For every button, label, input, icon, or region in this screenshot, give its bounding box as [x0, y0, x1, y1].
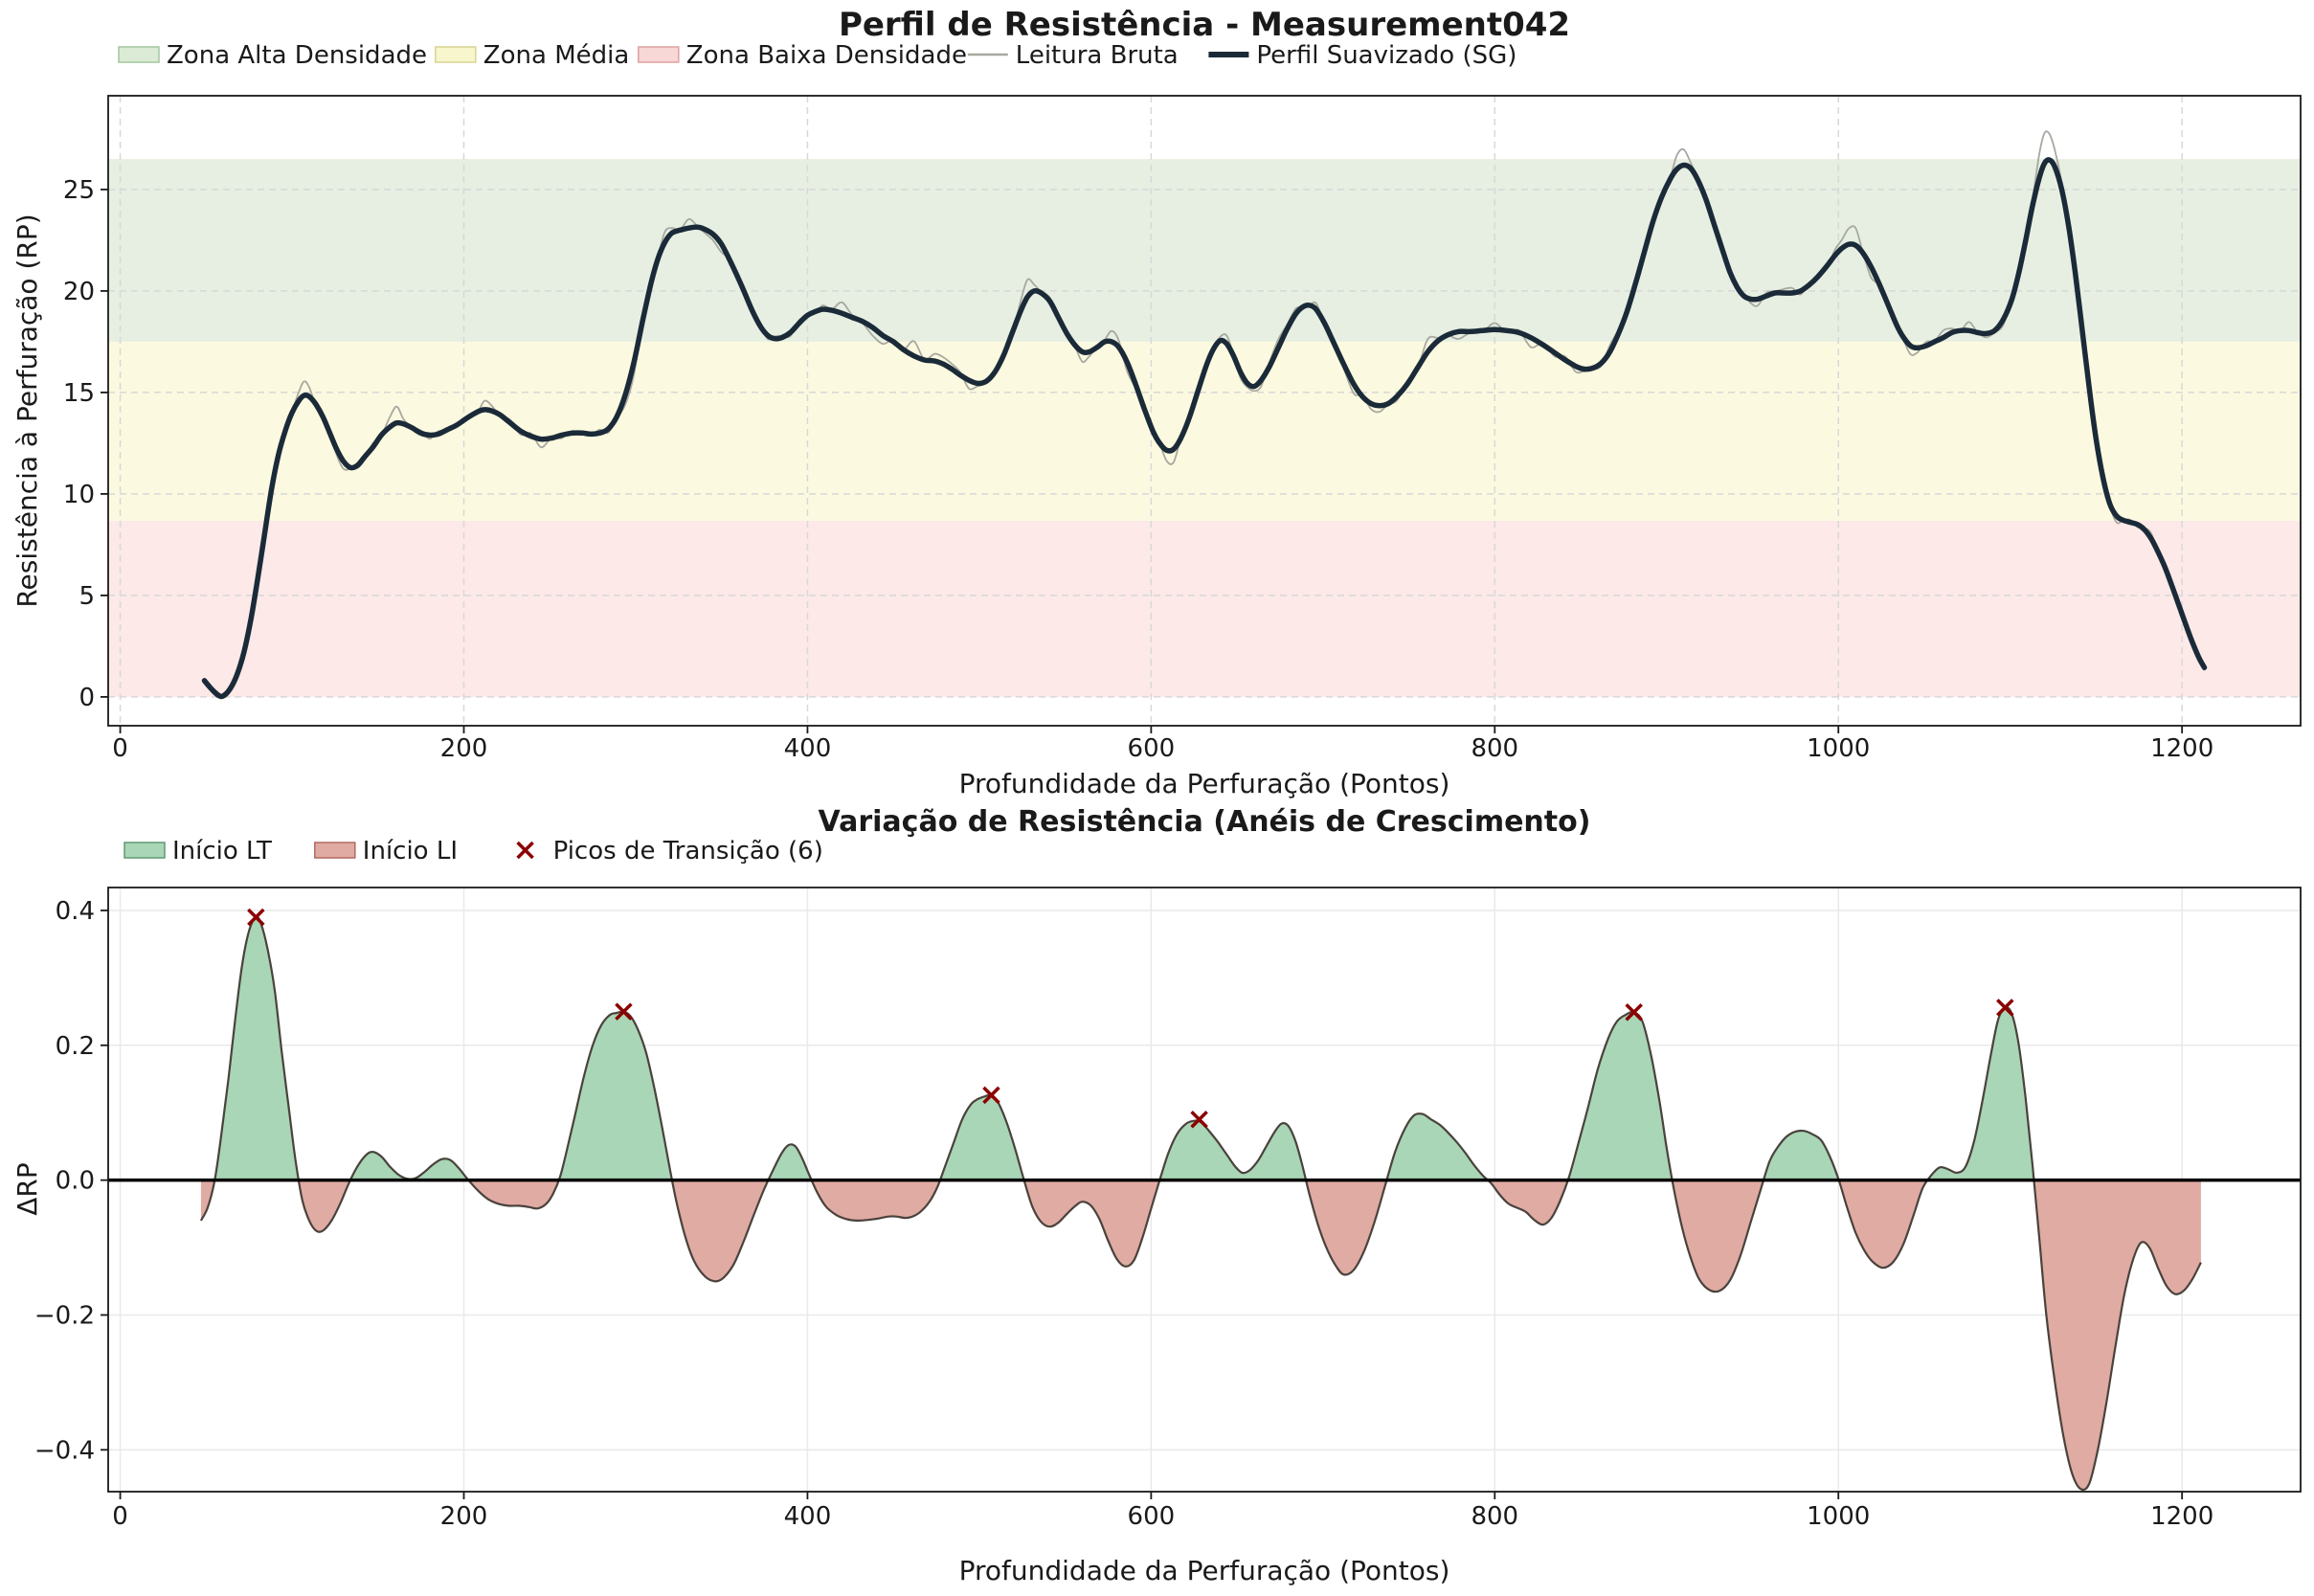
legend-item: Zona Média: [435, 41, 629, 70]
x-tick-label: 200: [440, 734, 488, 763]
smoothed-series-line: [201, 157, 2208, 700]
top-chart-axes: 0 200 400 600 800 1000 1200 0 5 10 15 20 25: [63, 95, 2302, 763]
x-tick-label: 400: [784, 1502, 832, 1531]
legend-label: Zona Alta Densidade: [167, 41, 427, 70]
legend-label: Início LI: [363, 837, 458, 865]
bottom-y-axis-title: ΔRP: [11, 1162, 43, 1216]
transition-peak-marker: [247, 908, 265, 927]
x-tick-label: 1000: [1807, 734, 1870, 763]
transition-peak-marker: [982, 1086, 1000, 1105]
legend-item: Início LT: [124, 837, 272, 865]
legend-swatch: [124, 842, 166, 859]
transition-peak-marker: [615, 1002, 633, 1021]
y-tick-label: 15: [63, 379, 95, 408]
legend-swatch: [314, 842, 356, 859]
y-tick-label: 25: [63, 176, 95, 205]
axis-spine: [107, 95, 2302, 727]
legend-item: Perfil Suavizado (SG): [1208, 41, 1516, 70]
x-tick-label: 0: [112, 734, 128, 763]
zone-band: [108, 520, 2301, 697]
axis-spine: [107, 887, 2302, 1493]
y-tick-label: 0.4: [56, 897, 95, 926]
x-tick-label: 600: [1128, 734, 1176, 763]
bottom-x-axis-title: Profundidade da Perfuração (Pontos): [959, 1555, 1450, 1586]
legend-label: Perfil Suavizado (SG): [1256, 41, 1516, 70]
y-tick-label: −0.4: [34, 1436, 95, 1465]
y-tick-label: 0.2: [56, 1032, 95, 1061]
top-chart-zone-bands: [108, 159, 2301, 697]
x-tick-label: 1200: [2150, 734, 2213, 763]
top-chart-legend: Zona Alta Densidade Zona Média Zona Baixa …: [118, 41, 1516, 70]
x-tick-label: 600: [1128, 1502, 1176, 1531]
x-tick-label: 800: [1471, 734, 1518, 763]
top-chart-gridlines: [108, 96, 2301, 726]
y-tick-label: −0.2: [34, 1301, 95, 1330]
delta-area-negative: [200, 1180, 2201, 1490]
y-tick-label: 0: [79, 684, 95, 712]
legend-swatch: [435, 46, 477, 63]
zone-band: [108, 159, 2301, 342]
y-tick-label: 0.0: [56, 1167, 95, 1196]
y-tick-label: 10: [63, 481, 95, 509]
bottom-chart-legend: Início LT Início LI Picos de Transição (6): [124, 837, 823, 865]
legend-label: Picos de Transição (6): [553, 837, 823, 865]
transition-peak-marker: [1625, 1003, 1643, 1022]
legend-item: Zona Baixa Densidade: [638, 41, 967, 70]
x-tick-label: 1200: [2150, 1502, 2213, 1531]
x-tick-label: 200: [440, 1502, 488, 1531]
y-tick-label: 20: [63, 278, 95, 306]
legend-item: Picos de Transição (6): [516, 837, 823, 865]
x-tick-label: 800: [1471, 1502, 1518, 1531]
legend-item: Início LI: [314, 837, 458, 865]
bottom-chart-axes: 0 200 400 600 800 1000 1200 0.4 0.2 0.0 −0.2 −0.4: [34, 887, 2302, 1531]
top-x-axis-title: Profundidade da Perfuração (Pontos): [959, 768, 1450, 799]
legend-label: Zona Média: [483, 41, 629, 70]
legend-label: Zona Baixa Densidade: [686, 41, 967, 70]
top-chart-title: Perfil de Resistência - Measurement042: [839, 6, 1570, 44]
delta-area-positive: [200, 916, 2201, 1180]
x-tick-label: 400: [784, 734, 832, 763]
transition-peak-marker: [1996, 999, 2014, 1017]
legend-item: Leitura Bruta: [967, 41, 1179, 70]
y-tick-label: 5: [79, 582, 95, 611]
legend-item: Zona Alta Densidade: [118, 41, 427, 70]
legend-swatch: [638, 46, 680, 63]
x-tick-label: 1000: [1807, 1502, 1870, 1531]
x-marker-icon: [516, 841, 534, 860]
legend-label: Leitura Bruta: [1016, 41, 1179, 70]
x-tick-label: 0: [112, 1502, 128, 1531]
bottom-chart-title: Variação de Resistência (Anéis de Cresci…: [819, 805, 1591, 839]
top-y-axis-title: Resistência à Perfuração (RP): [11, 214, 43, 607]
bottom-chart-gridlines: [108, 888, 2301, 1492]
legend-swatch: [118, 46, 160, 63]
legend-label: Início LT: [172, 837, 272, 865]
transition-peak-marker: [1190, 1111, 1208, 1129]
delta-series-line: [199, 915, 2202, 1492]
top-chart-series: [201, 130, 2208, 700]
bottom-chart-series: [108, 908, 2301, 1492]
